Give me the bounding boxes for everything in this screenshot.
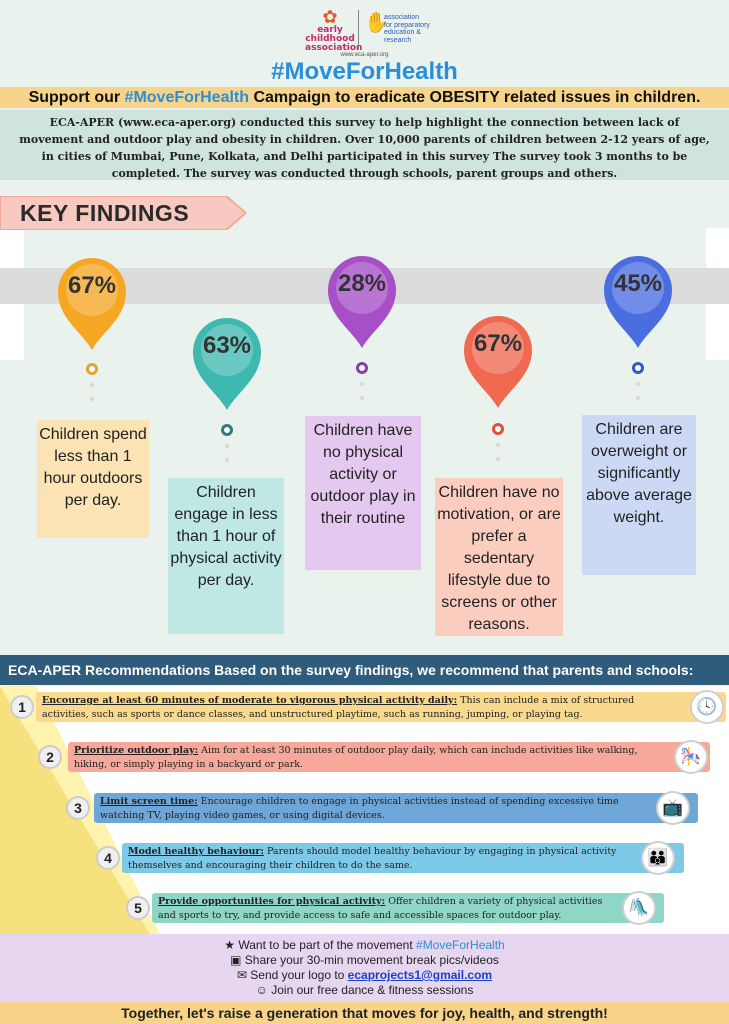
call-to-action: ★ Want to be part of the movement #MoveF… [0,934,729,1002]
recommendation-2: Prioritize outdoor play: Aim for at leas… [68,742,710,772]
recommendations-header: ECA-APER Recommendations Based on the su… [0,655,729,685]
finding-percent-2: 63% [202,332,252,359]
key-findings-banner: KEY FINDINGS [0,196,246,230]
support-suffix: Campaign to eradicate OBESITY related is… [249,89,701,106]
hand-icon: ✋ [364,12,389,34]
finding-dot-4 [492,423,504,435]
clock-icon: 🕓 [690,690,724,724]
cta-line-1-text: Want to be part of the movement [238,938,417,952]
playground-icon: 🎠 [674,740,708,774]
recommendation-number-5: 5 [126,896,150,920]
aper-logo-line-4: research [384,36,412,44]
recommendation-number-3: 3 [66,796,90,820]
support-banner: Support our #MoveForHealth Campaign to e… [0,87,729,108]
recommendation-body-3: Encourage children to engage in physical… [100,796,619,821]
aper-logo: ✋ association for preparatory education … [364,10,434,54]
finding-pin-3: 28% [322,250,402,348]
finding-percent-3: 28% [337,270,387,297]
intro-paragraph: ECA-APER (www.eca-aper.org) conducted th… [0,110,729,180]
camera-icon: ▣ [230,953,245,967]
recommendation-text-2: Prioritize outdoor play: Aim for at leas… [74,744,654,772]
recommendation-body-5: Offer children a variety of physical act… [158,896,603,921]
recommendation-title-2: Prioritize outdoor play: [74,745,199,756]
finding-connector-1 [90,383,94,411]
recommendation-title-3: Limit screen time: [100,796,198,807]
children-figures-icon: ✿ [322,7,338,27]
eca-logo-line-2: childhood [305,34,355,44]
cta-line-3-text: Send your logo to [250,968,348,982]
email-link[interactable]: ecaprojects1@gmail.com [347,968,493,982]
aper-logo-line-3: education & [384,29,421,36]
finding-percent-5: 45% [613,270,663,297]
cta-line-3: ✉ Send your logo to ecaprojects1@gmail.c… [0,968,729,983]
finding-pin-4: 67% [458,310,538,408]
finding-dot-1 [86,363,98,375]
finding-card-5: Children are overweight or significantly… [582,415,696,575]
recommendation-title-1: Encourage at least 60 minutes of moderat… [42,695,458,706]
footer-tagline: Together, let's raise a generation that … [0,1002,729,1024]
cta-line-1: ★ Want to be part of the movement #MoveF… [0,938,729,953]
aper-logo-line-1: association [384,14,420,21]
finding-card-3: Children have no physical activity or ou… [305,416,421,570]
recommendation-body-1: This can include a mix of structured act… [42,695,635,720]
aper-logo-line-2: for preparatory [384,21,430,29]
logo-divider [358,10,359,50]
recommendation-number-1: 1 [10,695,34,719]
dancer-icon: ☺ [255,983,272,997]
recommendation-number-4: 4 [96,846,120,870]
recommendation-text-4: Model healthy behaviour: Parents should … [128,845,628,873]
key-findings-label: KEY FINDINGS [20,200,190,226]
support-prefix: Support our [28,89,125,106]
support-hashtag: #MoveForHealth [124,89,250,106]
recommendation-title-4: Model healthy behaviour: [128,846,264,857]
recommendation-text-5: Provide opportunities for physical activ… [158,895,608,923]
recommendation-3: Limit screen time: Encourage children to… [94,793,698,823]
cta-line-4: ☺ Join our free dance & fitness sessions [0,983,729,998]
recommendation-body-2: Aim for at least 30 minutes of outdoor p… [74,745,638,770]
eca-logo: ✿ early childhood association [305,7,363,53]
eca-logo-line-1: early [317,25,343,35]
finding-pin-5: 45% [598,250,678,348]
recommendation-5: Provide opportunities for physical activ… [152,893,664,923]
screen-icon: 📺 [656,791,690,825]
family-icon: 👪 [641,841,675,875]
recommendation-text-3: Limit screen time: Encourage children to… [100,795,642,823]
finding-card-2: Children engage in less than 1 hour of p… [168,478,284,634]
finding-connector-3 [360,382,364,410]
finding-connector-4 [496,443,500,471]
logo-url: www.eca-aper.org [340,52,389,58]
header-logos: ✿ early childhood association ✋ associat… [0,4,729,60]
recommendation-text-1: Encourage at least 60 minutes of moderat… [42,694,670,722]
finding-percent-4: 67% [473,330,523,357]
eca-logo-line-3: association [305,43,363,53]
envelope-icon: ✉ [236,968,251,982]
recommendation-4: Model healthy behaviour: Parents should … [122,843,684,873]
finding-card-4: Children have no motivation, or are pref… [435,478,563,636]
finding-pin-2: 63% [187,312,267,410]
finding-percent-1: 67% [67,272,117,299]
finding-dot-3 [356,362,368,374]
finding-connector-5 [636,382,640,410]
finding-connector-2 [225,444,229,472]
recommendation-title-5: Provide opportunities for physical activ… [158,896,386,907]
cta-hashtag: #MoveForHealth [416,938,505,952]
recommendation-number-2: 2 [38,745,62,769]
recommendation-body-4: Parents should model healthy behaviour b… [128,846,617,871]
swing-icon: 🛝 [622,891,656,925]
finding-pin-1: 67% [52,252,132,350]
recommendation-1: Encourage at least 60 minutes of moderat… [36,692,726,722]
finding-dot-2 [221,424,233,436]
cta-line-2: ▣ Share your 30-min movement break pics/… [0,953,729,968]
cta-line-2-text: Share your 30-min movement break pics/vi… [244,953,499,967]
finding-card-1: Children spend less than 1 hour outdoors… [37,420,149,538]
page-title: #MoveForHealth [271,58,458,85]
finding-dot-5 [632,362,644,374]
cta-line-4-text: Join our free dance & fitness sessions [271,983,474,997]
star-icon: ★ [224,938,239,952]
